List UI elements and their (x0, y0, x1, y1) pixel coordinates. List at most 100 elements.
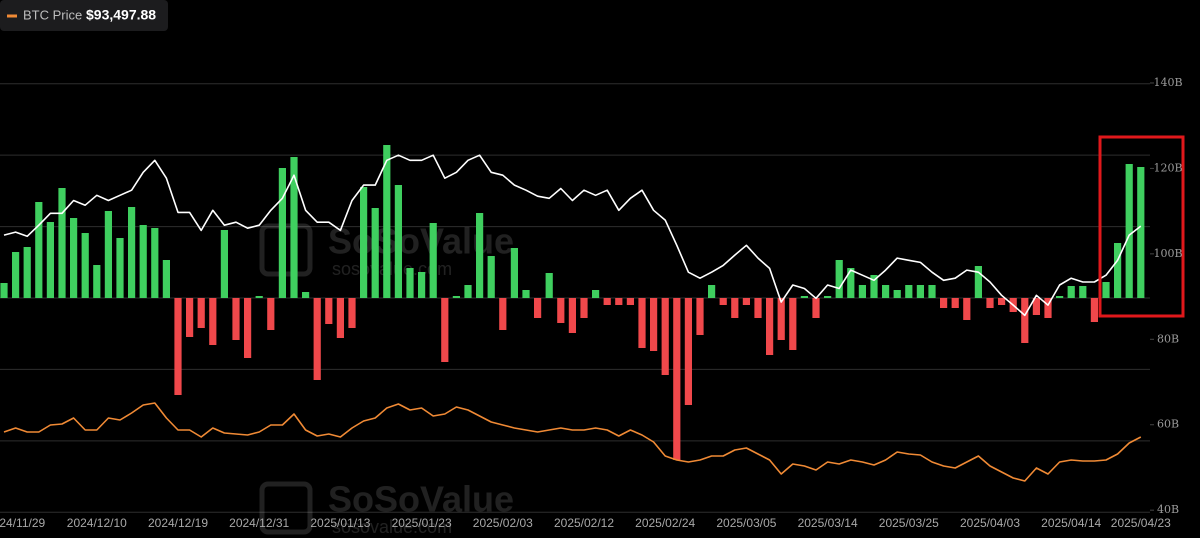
watermark-logo (259, 481, 313, 535)
bar (1021, 298, 1029, 343)
y-tick-label: 80B (1157, 332, 1179, 345)
bar (151, 228, 159, 298)
bar (754, 298, 762, 318)
bar (673, 298, 681, 460)
bar (406, 268, 414, 298)
bar (1079, 286, 1087, 298)
x-tick-label: 2024/12/31 (229, 516, 289, 530)
bar (812, 298, 820, 318)
bar (661, 298, 669, 375)
x-tick-label: 2024/12/19 (148, 516, 208, 530)
bar (476, 213, 484, 298)
readout: BTC Price $93,497.88 (0, 0, 168, 31)
bar (336, 298, 344, 338)
bar (719, 298, 727, 305)
bar (568, 298, 576, 333)
bar (220, 230, 228, 298)
bar (940, 298, 948, 308)
bar (116, 238, 124, 298)
bar (789, 298, 797, 350)
bar (1090, 298, 1098, 322)
bar (371, 208, 379, 298)
bar (777, 298, 785, 340)
bar (557, 298, 565, 323)
bar (626, 298, 634, 305)
y-tick-label: 60B (1157, 418, 1179, 431)
plot (0, 145, 1145, 482)
bar (928, 285, 936, 298)
bar (290, 157, 298, 298)
bar (128, 207, 136, 298)
bar (441, 298, 449, 362)
bar (847, 268, 855, 298)
bar (313, 298, 321, 380)
x-tick-label: 2025/04/03 (960, 516, 1020, 530)
bar (209, 298, 217, 345)
y-tick-label: 140B (1153, 76, 1182, 89)
x-tick-label: 2025/03/05 (716, 516, 776, 530)
bar (452, 296, 460, 298)
bar (951, 298, 959, 308)
y-tick-label: 120B (1153, 161, 1182, 174)
bar (174, 298, 182, 395)
bar (93, 265, 101, 298)
bar (905, 285, 913, 298)
x-tick-label: 2025/03/25 (879, 516, 939, 530)
bar (139, 225, 147, 298)
bar (1032, 298, 1040, 315)
bar (1056, 296, 1064, 298)
bar (70, 218, 78, 298)
bar (615, 298, 623, 305)
bar (197, 298, 205, 328)
bar (23, 247, 31, 298)
watermark-brand: SoSoValue (328, 221, 514, 262)
readout-value: $93,497.88 (86, 7, 156, 23)
bar (186, 298, 194, 337)
bar (603, 298, 611, 305)
bar (58, 188, 66, 298)
bar (255, 296, 263, 298)
bar (383, 145, 391, 298)
bar (522, 290, 530, 298)
bar (986, 298, 994, 308)
watermark-site: sosovalue.com (332, 517, 452, 537)
y-tick-label: 100B (1153, 247, 1182, 260)
x-tick-label: 2024/12/10 (67, 516, 127, 530)
x-tick-label: 2025/01/23 (392, 516, 452, 530)
bar (325, 298, 333, 324)
bar (766, 298, 774, 355)
bar (1102, 282, 1110, 298)
bar (429, 223, 437, 298)
bar (1114, 243, 1122, 298)
bar (684, 298, 692, 405)
bar (858, 285, 866, 298)
bar (510, 248, 518, 298)
bar (278, 168, 286, 298)
bar (12, 252, 20, 298)
bar (1044, 298, 1052, 318)
bar (35, 202, 43, 298)
x-tick-label: 2025/03/14 (798, 516, 858, 530)
axes: 140B 120B 100B 80B 60B 40B 2024/11/29 2024/12/1… (0, 76, 1183, 530)
bar (545, 273, 553, 298)
bar (267, 298, 275, 330)
bar (963, 298, 971, 320)
x-tick-label: 2025/02/12 (554, 516, 614, 530)
bar (104, 211, 112, 298)
bar (232, 298, 240, 340)
line (3, 402, 1142, 482)
x-tick-label: 2025/04/14 (1041, 516, 1101, 530)
bar (742, 298, 750, 305)
bar (1125, 164, 1133, 298)
bar (893, 290, 901, 298)
bar (81, 233, 89, 298)
bar (162, 260, 170, 298)
bar (974, 266, 982, 298)
bar (244, 298, 252, 358)
bar (580, 298, 588, 318)
bar (464, 285, 472, 298)
bar (998, 298, 1006, 305)
x-tick-label: 2025/01/13 (310, 516, 370, 530)
